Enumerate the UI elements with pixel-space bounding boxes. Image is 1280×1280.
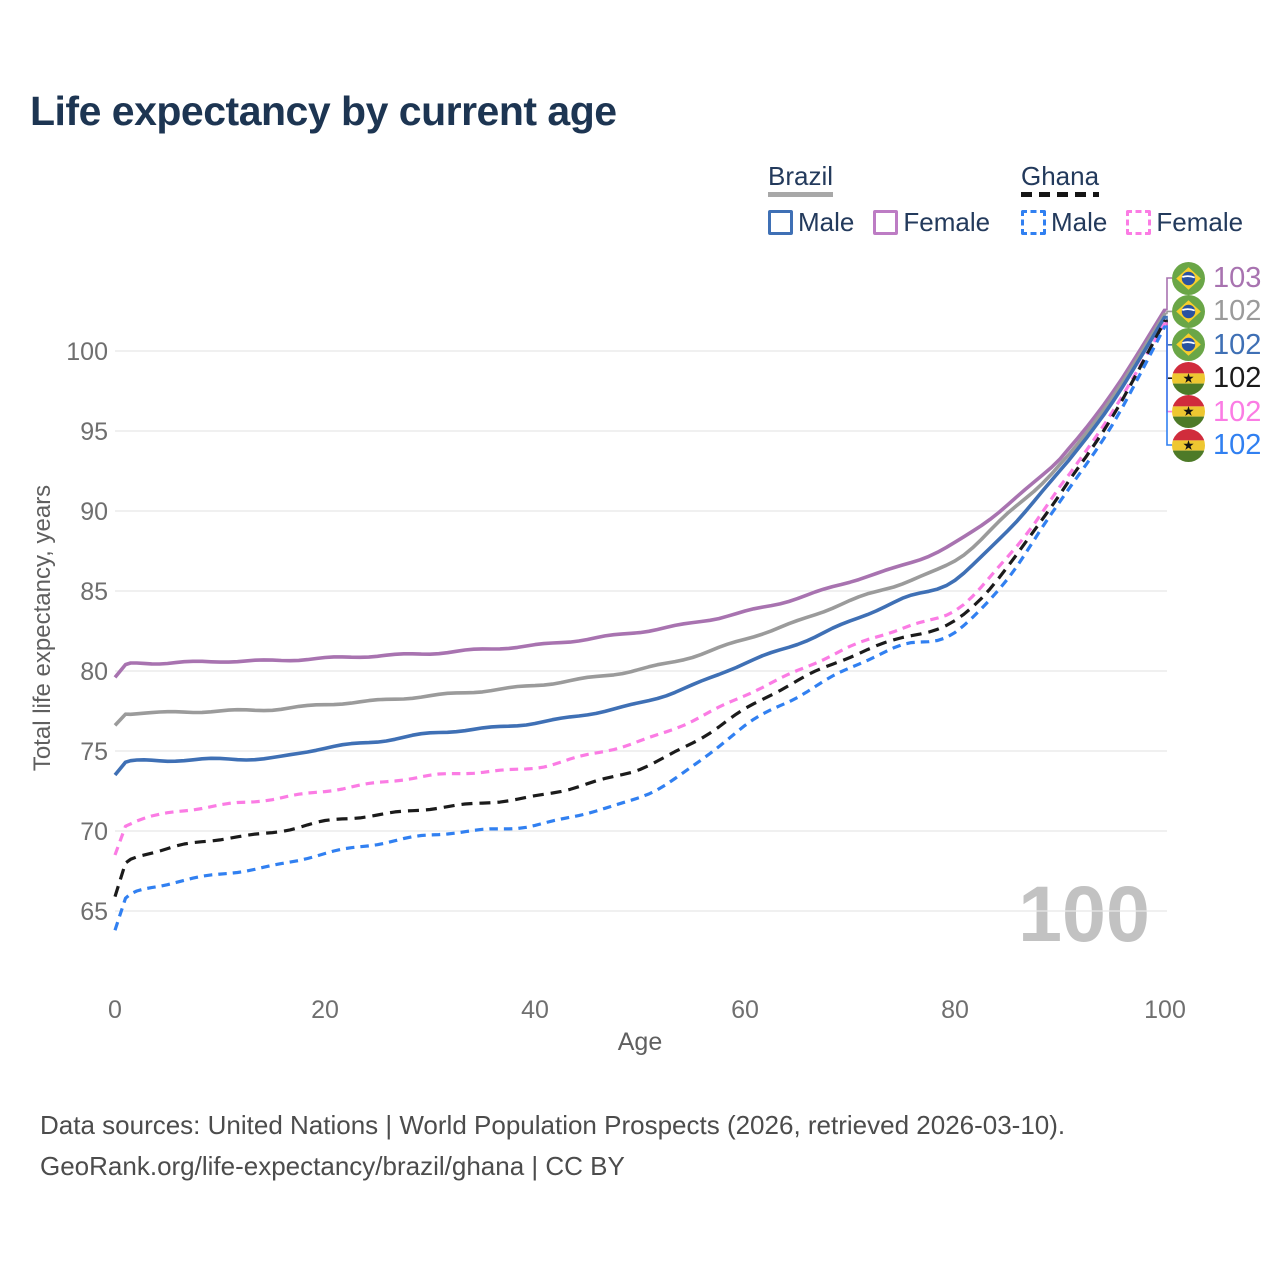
end-label-row-brazil-male: 102 [1172,328,1261,362]
legend-head-brazil: Brazil [768,161,834,197]
end-label-row-ghana-female: 102 [1172,395,1261,429]
legend-label-ghana-male: Male [1051,207,1108,237]
legend-head-ghana: Ghana [1021,161,1100,197]
legend-item-ghana-male[interactable]: Male [1021,207,1107,238]
series-line-ghana-female [113,322,1167,856]
legend-items-brazil: Male Female [768,207,990,238]
legend-label-ghana-female: Female [1156,207,1244,237]
y-axis-title: Total life expectancy, years [29,485,56,771]
end-value-label: 102 [1213,429,1262,461]
y-tick-label: 70 [80,818,108,846]
x-tick-label: 100 [1144,996,1186,1024]
end-label-row-ghana-male: 102 [1172,428,1261,462]
y-tick-label: 75 [80,738,108,766]
brazil-flag-icon [1172,294,1205,328]
end-label-row-ghana-all: 102 [1172,361,1261,395]
ghana-female-swatch-icon [1126,210,1152,235]
age-indicator-watermark: 100 [1018,869,1150,958]
brazil-female-swatch-icon [873,210,899,235]
footer: Data sources: United Nations | World Pop… [40,1105,1065,1187]
end-label-connector [1164,325,1172,446]
legend-item-brazil-female[interactable]: Female [873,207,990,238]
series-line-brazil-female [113,308,1167,679]
legend-group-ghana: Ghana Male Female [1021,161,1243,238]
legend-title-ghana[interactable]: Ghana [1021,161,1100,191]
legend-group-brazil: Brazil Male Female [768,161,990,238]
footer-attribution: GeoRank.org/life-expectancy/brazil/ghana… [40,1151,625,1181]
end-label-connector [1164,310,1172,315]
legend-rule-brazil-solid-line [768,192,834,197]
y-tick-label: 85 [80,578,108,606]
x-tick-label: 60 [731,996,759,1024]
end-label-connector [1164,277,1172,311]
x-tick-label: 80 [941,996,969,1024]
end-label-row-brazil-female: 103 [1172,261,1261,295]
y-tick-label: 80 [80,658,108,686]
brazil-flag-icon [1172,261,1205,295]
footer-data-sources: Data sources: United Nations | World Pop… [40,1110,1066,1140]
y-tick-label: 95 [80,418,108,446]
x-tick-label: 40 [521,996,549,1024]
brazil-male-swatch-icon [768,210,793,235]
ghana-flag-icon [1172,395,1205,429]
end-label-connector [1164,322,1172,413]
ghana-flag-icon [1172,428,1205,462]
ghana-male-swatch-icon [1021,210,1046,235]
end-value-label: 102 [1213,295,1262,328]
end-value-label: 102 [1213,328,1262,361]
legend-rule-ghana-dashed-line [1021,192,1100,197]
x-tick-label: 0 [108,996,122,1024]
y-tick-label: 90 [80,498,108,526]
x-axis-title: Age [618,1028,662,1056]
brazil-flag-icon [1172,328,1205,362]
end-value-label: 103 [1213,262,1262,294]
end-value-label: 102 [1213,362,1262,395]
legend-title-brazil[interactable]: Brazil [768,161,834,191]
x-tick-label: 20 [311,996,339,1024]
y-tick-label: 65 [80,898,108,926]
series-line-brazil-male [113,315,1167,777]
legend-label-brazil-male: Male [798,207,855,237]
page-title: Life expectancy by current age [30,88,617,134]
series-line-ghana-male [113,325,1167,931]
ghana-flag-icon [1172,361,1205,395]
legend-item-ghana-female[interactable]: Female [1126,207,1243,238]
end-label-row-brazil-all: 102 [1172,294,1261,328]
series-line-ghana-all [113,319,1167,898]
y-tick-label: 100 [66,338,108,366]
legend-item-brazil-male[interactable]: Male [768,207,854,238]
end-value-label: 102 [1213,395,1262,428]
legend-label-brazil-female: Female [903,207,991,237]
legend-items-ghana: Male Female [1021,207,1243,238]
series-line-brazil-all [113,312,1167,727]
